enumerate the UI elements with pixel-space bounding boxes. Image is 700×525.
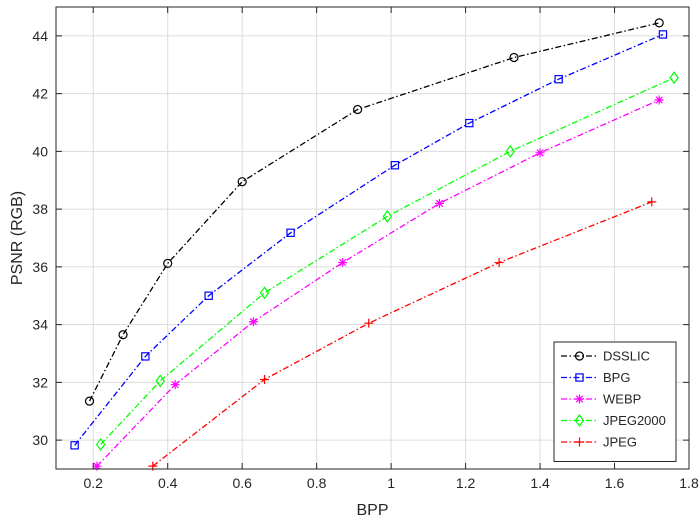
data-point-jpeg2000 [669,71,679,85]
x-tick-label: 1.4 [530,475,550,491]
legend-marker-webp [575,394,584,404]
data-point-dsslic [237,177,247,187]
y-axis-label: PSNR (RGB) [9,191,26,285]
data-point-dsslic [353,104,363,115]
data-point-webp [654,95,664,105]
data-point-jpeg2000 [259,286,270,300]
legend-label-dsslic: DSSLIC [603,349,650,364]
x-axis-label: BPP [356,502,388,519]
data-point-jpeg [647,197,657,207]
data-point-bpg [141,352,150,361]
legend-label-bpg: BPG [603,370,630,385]
data-point-dsslic [163,258,173,269]
y-tick-label: 30 [32,432,48,448]
data-point-webp [338,258,348,268]
axis-ticks: 0.2 0.4 0.6 0.8 1 1.2 1.4 1.6 1.8 30 32 34 36 38 40 42 4… [32,7,699,491]
data-point-jpeg [494,258,504,268]
series-layer [70,18,679,471]
legend-marker-bpg [575,373,584,382]
y-tick-label: 44 [32,28,48,44]
data-point-bpg [70,441,79,450]
legend-label-jpeg2000: JPEG2000 [603,413,666,428]
y-tick-label: 32 [32,374,48,390]
series-webp [92,95,664,471]
x-tick-label: 1.8 [679,475,699,491]
data-point-webp [535,148,545,158]
data-point-bpg [658,30,668,39]
series-bpg [70,30,668,450]
series-jpeg [148,197,657,471]
data-point-dsslic [84,396,95,406]
legend-label-webp: WEBP [603,392,641,407]
data-point-bpg [465,118,474,128]
x-tick-label: 1.2 [456,475,476,491]
x-tick-label: 0.2 [84,475,104,491]
legend-item-dsslic: DSSLIC [561,349,650,364]
data-point-dsslic [654,18,664,28]
data-point-bpg [554,74,563,84]
data-point-jpeg [260,374,270,384]
series-jpeg2000 [95,71,679,451]
data-point-jpeg2000 [95,437,106,451]
x-tick-label: 0.4 [158,475,178,491]
y-tick-label: 34 [32,317,48,333]
data-point-dsslic [509,52,519,63]
x-tick-label: 0.8 [307,475,327,491]
data-point-jpeg2000 [382,209,393,223]
data-point-jpeg2000 [505,144,516,158]
x-tick-label: 1 [387,475,395,491]
legend-item-bpg: BPG [561,370,630,385]
data-point-bpg [204,291,213,300]
data-point-webp [435,198,445,208]
data-point-bpg [390,161,400,170]
y-tick-label: 42 [32,86,48,102]
legend-item-jpeg: JPEG [561,435,637,450]
legend: DSSLIC BPG WEBP JPEG2000 JPEG [553,341,677,462]
data-point-webp [170,380,180,390]
series-dsslic [84,18,664,406]
data-point-webp [92,461,102,471]
axes-frame [55,6,690,470]
legend-marker-dsslic [574,351,585,361]
y-tick-label: 36 [32,259,48,275]
x-tick-label: 0.6 [232,475,252,491]
legend-marker-jpeg2000 [574,413,585,428]
y-tick-label: 40 [32,143,48,159]
legend-label-jpeg: JPEG [603,435,637,450]
series-line-bpg [74,33,664,446]
data-point-jpeg2000 [155,374,166,388]
x-tick-label: 1.6 [605,475,625,491]
legend-marker-jpeg [575,437,584,447]
data-point-dsslic [118,330,128,340]
legend-item-webp: WEBP [561,392,641,407]
y-tick-label: 38 [32,201,48,217]
data-point-webp [248,317,258,327]
data-point-bpg [286,228,295,238]
data-point-jpeg [364,318,374,328]
legend-item-jpeg2000: JPEG2000 [561,413,666,428]
